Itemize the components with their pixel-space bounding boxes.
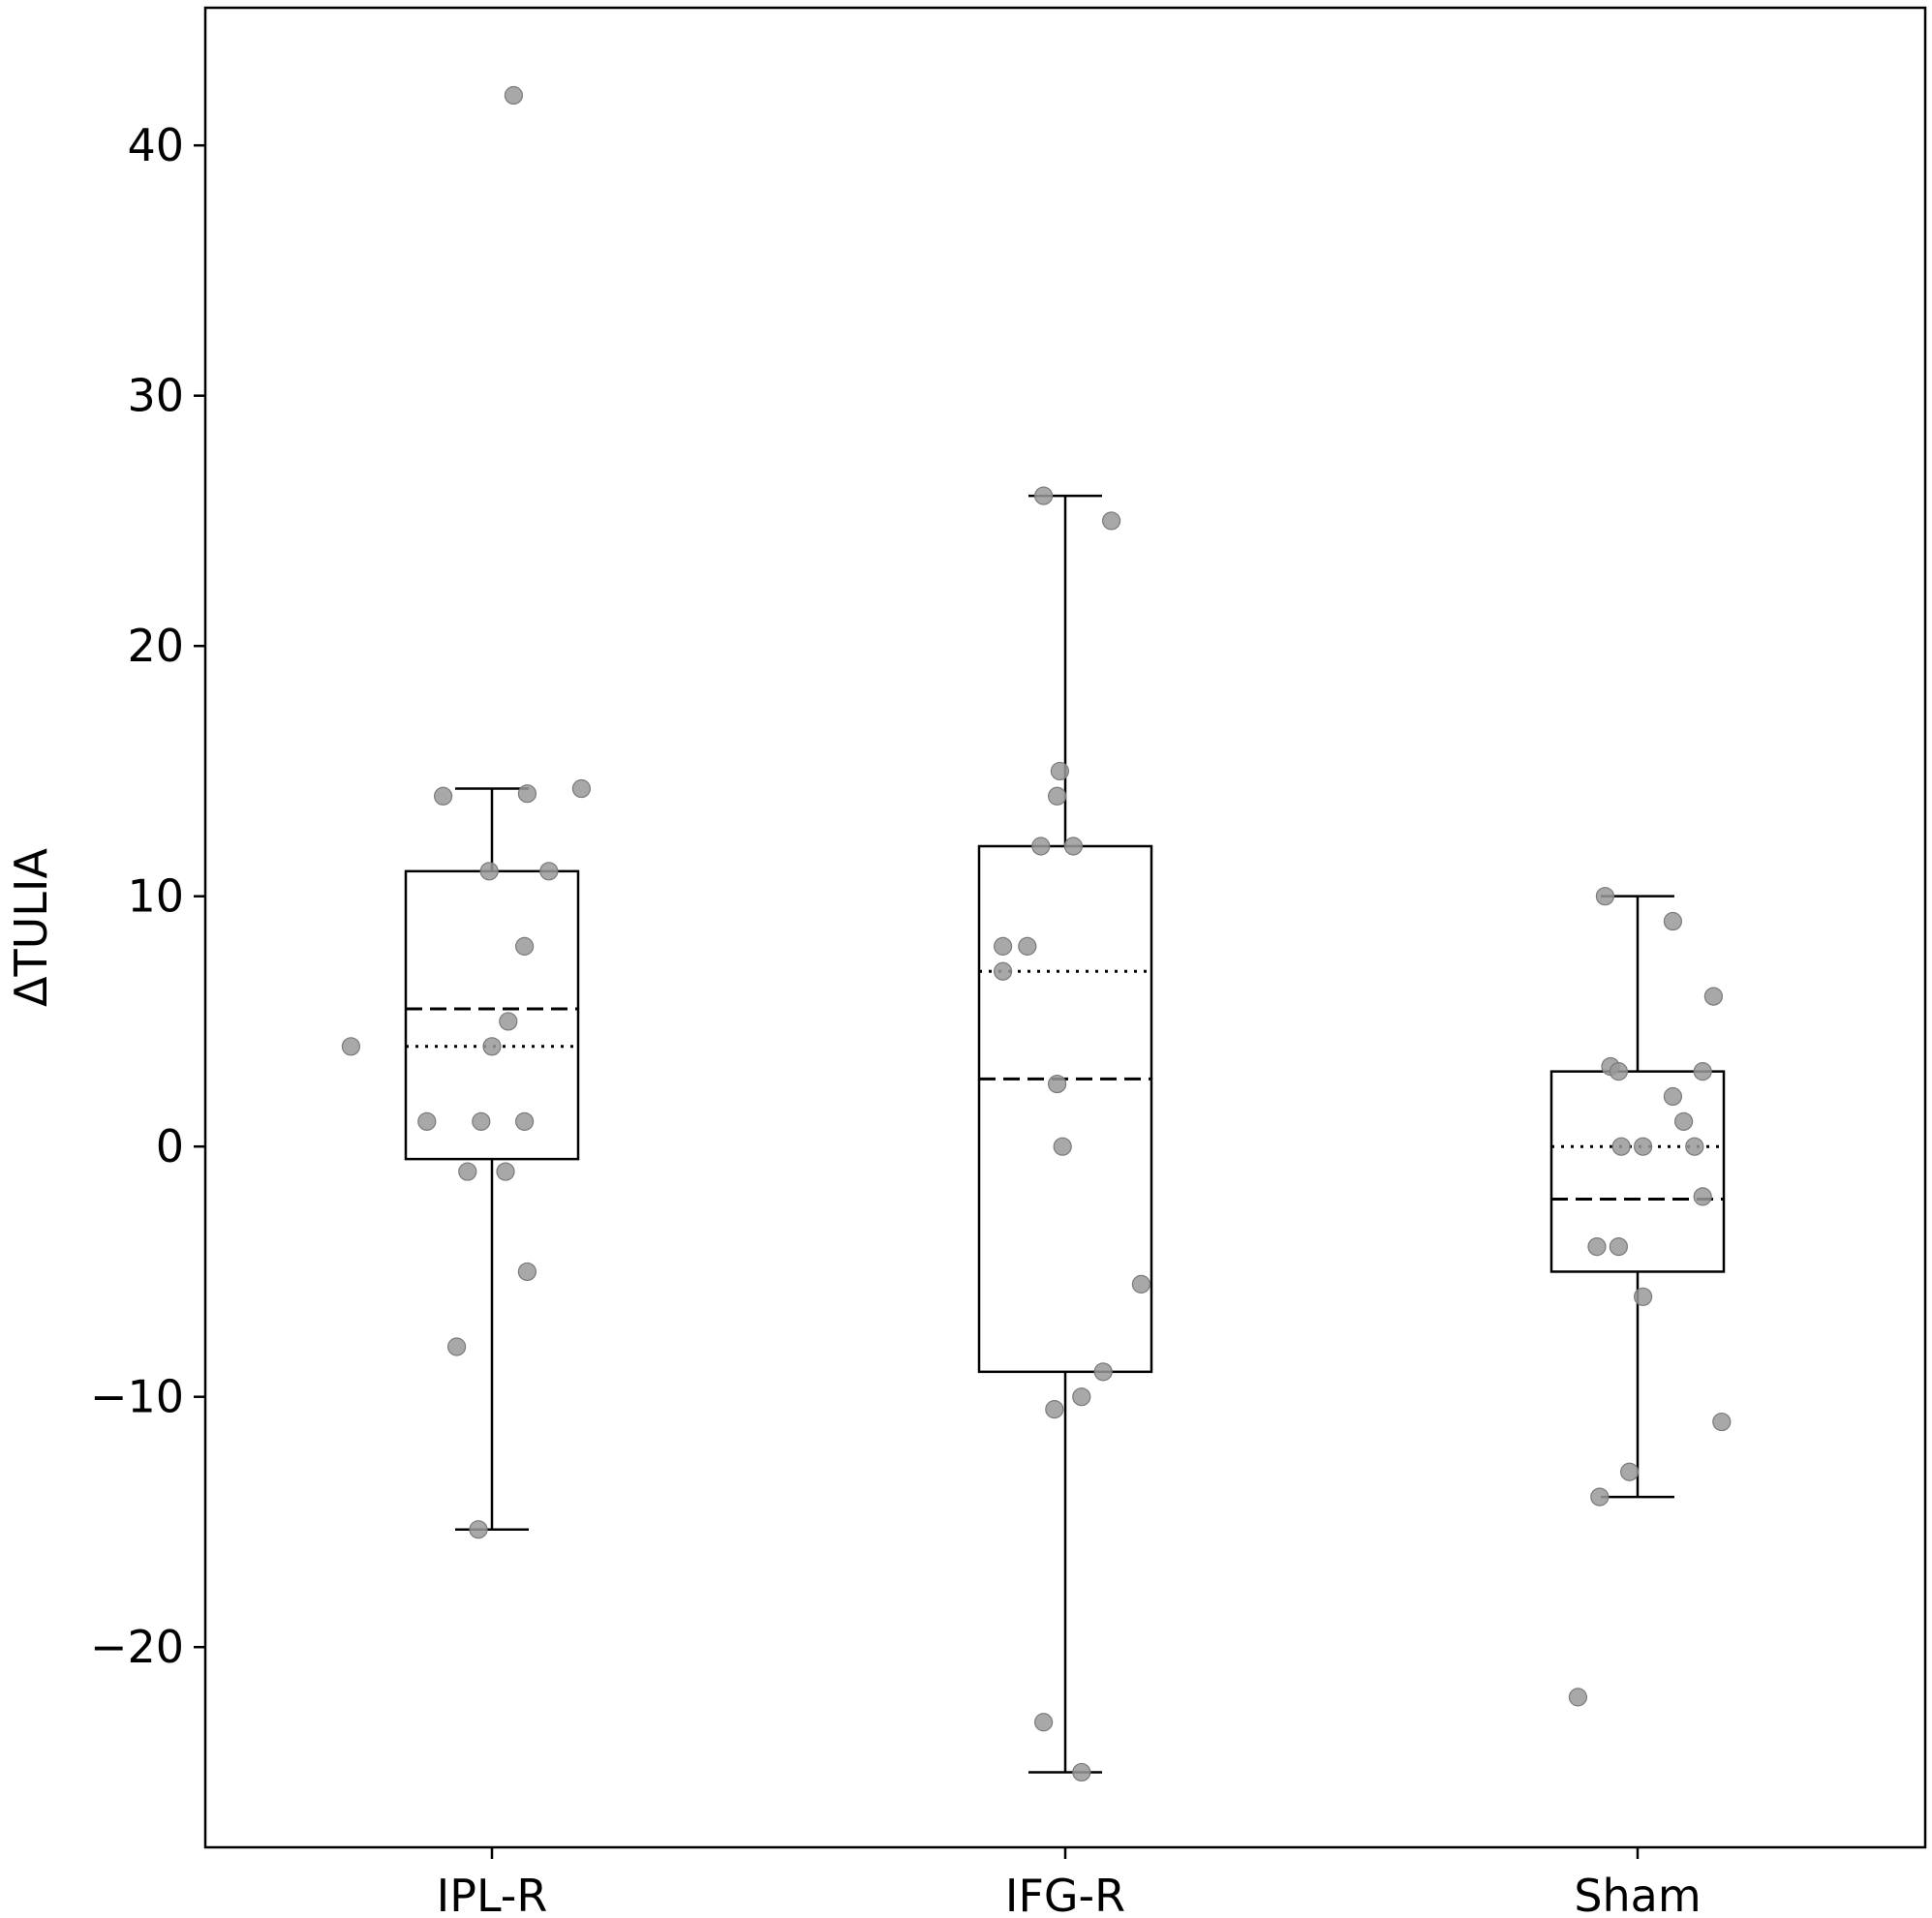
x-tick-label: Sham: [1574, 1870, 1701, 1918]
y-tick-label: 30: [127, 370, 184, 422]
x-tick-label: IPL-R: [437, 1870, 548, 1918]
y-tick-label: 20: [127, 620, 184, 672]
data-point: [1663, 911, 1683, 931]
data-point: [517, 784, 537, 804]
data-point: [539, 862, 559, 881]
data-point: [417, 1111, 437, 1131]
data-point: [993, 936, 1013, 956]
points-ifg-r: [993, 486, 1151, 1782]
data-point: [1590, 1487, 1610, 1507]
data-point: [1633, 1137, 1653, 1156]
data-point: [1568, 1688, 1588, 1707]
data-point: [1611, 1137, 1631, 1156]
points-sham: [1568, 887, 1732, 1707]
data-point: [1609, 1062, 1629, 1081]
data-point: [1131, 1274, 1151, 1294]
data-point: [469, 1520, 488, 1539]
data-point: [504, 85, 524, 106]
data-point: [993, 961, 1013, 981]
data-point: [1619, 1462, 1640, 1481]
data-point: [1047, 786, 1067, 806]
data-point: [499, 1012, 518, 1031]
data-point: [1063, 837, 1084, 856]
data-point: [1053, 1137, 1072, 1156]
data-point: [496, 1162, 515, 1181]
data-point: [1072, 1762, 1091, 1782]
data-point: [482, 1037, 502, 1056]
data-point: [1693, 1187, 1712, 1206]
data-point: [1045, 1400, 1064, 1419]
data-point: [1587, 1236, 1607, 1257]
data-point: [341, 1037, 360, 1056]
plot-layer: [341, 85, 1732, 1782]
data-point: [1047, 1074, 1067, 1094]
y-axis-title: ΔTULIA: [5, 848, 57, 1007]
x-axis: IPL-R IFG-R Sham: [437, 1847, 1702, 1918]
data-point: [1595, 887, 1615, 906]
data-point: [1033, 486, 1054, 505]
data-point: [514, 936, 535, 956]
y-tick-label: 10: [127, 870, 184, 923]
data-point: [571, 778, 592, 799]
y-tick-label: −20: [90, 1621, 184, 1673]
data-point: [1693, 1062, 1712, 1081]
data-point: [1609, 1236, 1629, 1257]
y-tick-label: 0: [156, 1120, 184, 1172]
data-point: [1712, 1412, 1732, 1432]
data-point: [1703, 987, 1724, 1006]
data-point: [1033, 1713, 1054, 1732]
data-point: [1018, 936, 1037, 956]
data-point: [1673, 1111, 1694, 1131]
data-point: [1633, 1287, 1653, 1306]
data-point: [1685, 1137, 1704, 1156]
data-point: [1663, 1086, 1683, 1107]
data-point: [517, 1262, 537, 1282]
box-sham: [1549, 895, 1726, 1499]
data-point: [434, 786, 453, 806]
data-point: [1031, 837, 1051, 856]
y-axis: −20 −10 0 10 20 30 40: [90, 119, 205, 1673]
data-point: [447, 1337, 467, 1356]
iqr-box: [1549, 1070, 1726, 1273]
data-point: [1101, 511, 1121, 531]
y-tick-label: 40: [127, 119, 184, 171]
data-point: [472, 1111, 491, 1131]
data-point: [1050, 761, 1070, 781]
data-point: [1072, 1387, 1091, 1407]
data-point: [479, 862, 499, 881]
data-point: [458, 1162, 477, 1181]
data-point: [514, 1111, 535, 1131]
y-tick-label: −10: [90, 1371, 184, 1423]
points-ipl-r: [341, 85, 592, 1539]
x-tick-label: IFG-R: [1005, 1870, 1125, 1918]
data-point: [1093, 1362, 1113, 1382]
